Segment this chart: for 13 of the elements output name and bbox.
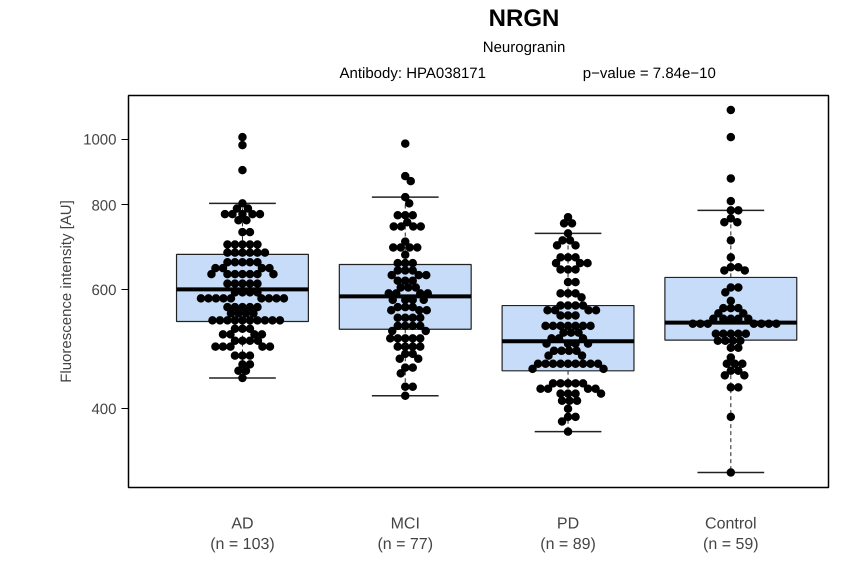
x-tick-label: Control (n = 59) xyxy=(703,516,759,553)
text: Antibody: HPA038171 xyxy=(339,65,486,82)
x-tick-label: AD (n = 103) xyxy=(210,516,275,553)
y-tick-label: 400 xyxy=(91,401,117,418)
y-axis-title: Fluorescence intensity [AU] xyxy=(58,200,76,383)
y-tick-label: 800 xyxy=(91,197,117,214)
chart-subtitle: Neurogranin xyxy=(482,39,566,56)
x-tick-label: PD (n = 89) xyxy=(540,516,596,553)
chart-title: NRGN xyxy=(488,5,560,32)
x-tick-label: MCI (n = 77) xyxy=(377,516,434,553)
y-tick-label: 600 xyxy=(91,282,117,299)
y-tick-label: 1000 xyxy=(83,132,117,149)
text: p−value = 7.84e−10 xyxy=(582,65,716,82)
